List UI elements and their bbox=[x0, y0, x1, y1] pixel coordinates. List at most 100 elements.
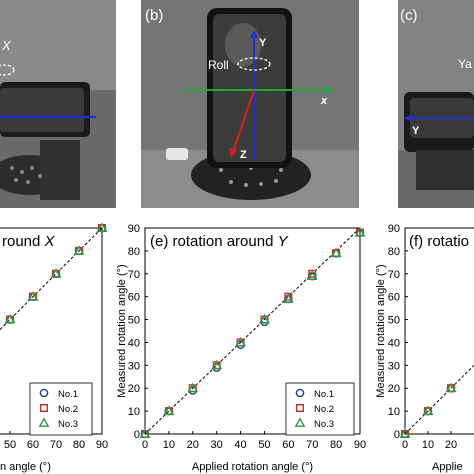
data-point bbox=[284, 294, 293, 304]
y-tick-label: 70 bbox=[388, 269, 400, 281]
data-point bbox=[306, 270, 318, 280]
x-tick-label: 20 bbox=[187, 439, 199, 451]
legend-label: No.1 bbox=[58, 389, 78, 400]
data-point bbox=[284, 292, 293, 301]
y-tick-label: 30 bbox=[128, 360, 140, 372]
data-point bbox=[259, 313, 270, 324]
x-axis-label: Applie bbox=[432, 461, 463, 473]
data-point bbox=[51, 269, 61, 279]
axis-label-y-c: Y bbox=[412, 125, 420, 137]
data-point bbox=[355, 228, 365, 237]
data-point bbox=[236, 338, 245, 347]
axis-label-x-b: x bbox=[320, 95, 328, 107]
data-point bbox=[260, 315, 269, 324]
plot-frame bbox=[404, 227, 474, 435]
data-point bbox=[188, 384, 197, 393]
y-tick-label: 60 bbox=[128, 292, 140, 304]
photo-panel-c: Y Ya (c) bbox=[398, 0, 474, 208]
legend-marker bbox=[294, 417, 306, 427]
data-point bbox=[164, 407, 173, 416]
x-tick-label: 70 bbox=[50, 439, 62, 451]
yaw-label: Ya bbox=[458, 57, 472, 71]
data-point bbox=[5, 315, 15, 324]
y-axis-label: Measured rotation angle (°) bbox=[116, 264, 128, 397]
plot-frame bbox=[0, 227, 103, 435]
reference-line bbox=[144, 227, 361, 435]
legend-box bbox=[285, 382, 355, 436]
y-tick-label: 60 bbox=[388, 292, 400, 304]
photo-panel-a: X bbox=[0, 0, 116, 208]
x-tick-label: 20 bbox=[445, 439, 457, 451]
data-point bbox=[96, 222, 108, 232]
x-tick-label: 80 bbox=[330, 439, 342, 451]
data-point bbox=[28, 292, 38, 301]
y-tick-label: 40 bbox=[128, 337, 140, 349]
x-tick-label: 60 bbox=[282, 439, 294, 451]
data-point bbox=[354, 226, 366, 237]
data-point bbox=[401, 430, 410, 439]
chart-title: round X bbox=[2, 233, 56, 250]
panel-label-b: (b) bbox=[145, 7, 163, 24]
data-point bbox=[331, 248, 341, 258]
data-point bbox=[446, 383, 456, 393]
x-tick-label: 50 bbox=[258, 439, 270, 451]
y-tick-label: 20 bbox=[388, 383, 400, 395]
panel-label-c: (c) bbox=[400, 7, 418, 24]
legend-marker bbox=[296, 404, 305, 413]
axis-label-z: Z bbox=[240, 149, 247, 161]
data-point bbox=[163, 405, 175, 416]
data-point bbox=[74, 246, 84, 256]
data-point bbox=[97, 223, 107, 233]
z-axis-arrow bbox=[232, 89, 255, 153]
data-point bbox=[260, 317, 269, 327]
plot-frame bbox=[144, 227, 361, 435]
data-point bbox=[330, 247, 342, 258]
x-tick-label: 30 bbox=[211, 439, 223, 451]
reference-line bbox=[0, 227, 103, 330]
data-point bbox=[187, 382, 199, 393]
x-tick-label: 90 bbox=[96, 439, 108, 451]
legend-marker bbox=[38, 417, 50, 427]
y-tick-label: 40 bbox=[388, 337, 400, 349]
legend-marker bbox=[40, 404, 49, 413]
x-tick-label: 0 bbox=[142, 439, 148, 451]
y-tick-label: 80 bbox=[388, 246, 400, 258]
data-point bbox=[27, 291, 39, 301]
data-point bbox=[73, 245, 85, 255]
data-point bbox=[5, 315, 14, 324]
y-tick-label: 0 bbox=[134, 429, 140, 441]
data-point bbox=[282, 293, 294, 303]
x-tick-label: 10 bbox=[422, 439, 434, 451]
data-point bbox=[400, 429, 410, 439]
chart-panel-f: 0 10 20 0 10 20 30 40 50 60 70 80 90 (f) rotatio Appli… bbox=[375, 223, 474, 473]
data-point bbox=[422, 405, 434, 416]
legend-box bbox=[29, 382, 93, 436]
y-tick-label: 50 bbox=[388, 315, 400, 327]
data-point bbox=[212, 363, 221, 372]
chart-panel-e: 0 10 20 30 40 50 60 70 80 90 0 10 20 30 40 50 60 70 80 90 (e… bbox=[116, 223, 366, 473]
x-tick-label: 50 bbox=[4, 439, 16, 451]
x-tick-label: 40 bbox=[234, 439, 246, 451]
data-point bbox=[236, 340, 245, 350]
x-tick-label: 90 bbox=[354, 439, 366, 451]
legend-label: No.3 bbox=[58, 419, 78, 430]
data-point bbox=[399, 428, 411, 438]
data-point bbox=[74, 246, 83, 255]
data-point bbox=[188, 386, 198, 395]
data-point bbox=[308, 269, 317, 278]
legend-label: No.3 bbox=[314, 419, 334, 430]
y-axis-label: Measured rotation angle (°) bbox=[375, 264, 387, 397]
x-tick-label: 10 bbox=[163, 439, 175, 451]
y-tick-label: 30 bbox=[388, 360, 400, 372]
data-point bbox=[4, 313, 16, 324]
y-tick-label: 90 bbox=[128, 223, 140, 235]
x-tick-label: 60 bbox=[27, 439, 39, 451]
data-point bbox=[140, 429, 150, 439]
data-point bbox=[423, 406, 433, 416]
data-point bbox=[139, 428, 151, 438]
data-point bbox=[50, 268, 62, 278]
data-point bbox=[52, 269, 61, 278]
data-point bbox=[29, 292, 38, 301]
y-tick-label: 0 bbox=[394, 429, 400, 441]
y-tick-label: 70 bbox=[128, 269, 140, 281]
